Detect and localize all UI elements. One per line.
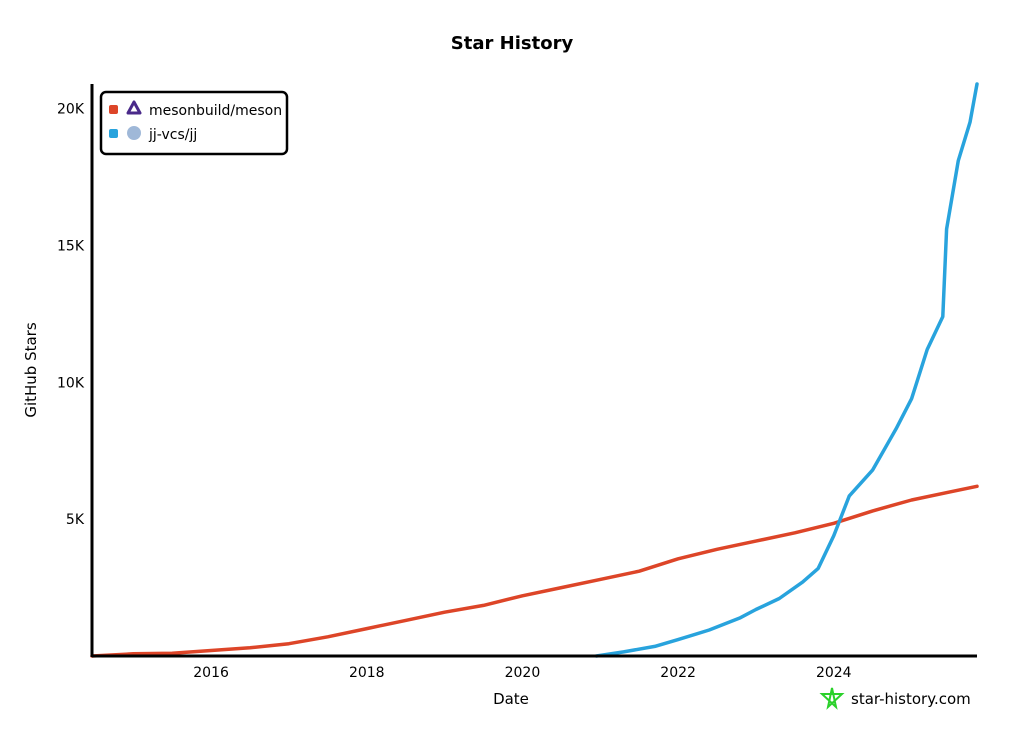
y-tick-label: 5K: [66, 512, 85, 528]
jj-avatar-icon: [127, 126, 141, 140]
legend-box: [99, 90, 289, 156]
series-layer: [90, 82, 979, 658]
y-axis-label: GitHub Stars: [22, 322, 40, 418]
series-line-1: [594, 82, 979, 658]
legend-label-jj: jj-vcs/jj: [148, 127, 197, 143]
y-tick-label: 20K: [57, 102, 85, 118]
x-tick-label: 2016: [193, 665, 229, 681]
axis-ticks: 2016 2018 2020 2022 2024 5K 10K 15K 20K: [57, 102, 852, 681]
x-tick-label: 2020: [505, 665, 541, 681]
legend: mesonbuild/meson jj-vcs/jj: [99, 90, 289, 156]
x-tick-label: 2022: [660, 665, 696, 681]
x-tick-label: 2024: [816, 665, 852, 681]
legend-swatch-meson: [109, 105, 118, 114]
star-logo-icon: [819, 687, 845, 710]
y-tick-label: 15K: [57, 238, 85, 254]
chart-title: Star History: [451, 33, 574, 54]
x-axis-label: Date: [493, 690, 529, 708]
watermark-text: star-history.com: [851, 690, 971, 708]
watermark: star-history.com: [819, 687, 971, 710]
y-tick-label: 10K: [57, 375, 85, 391]
legend-swatch-jj: [109, 129, 118, 138]
x-tick-label: 2018: [349, 665, 385, 681]
meson-logo-icon: [126, 100, 142, 115]
legend-label-meson: mesonbuild/meson: [149, 103, 282, 119]
